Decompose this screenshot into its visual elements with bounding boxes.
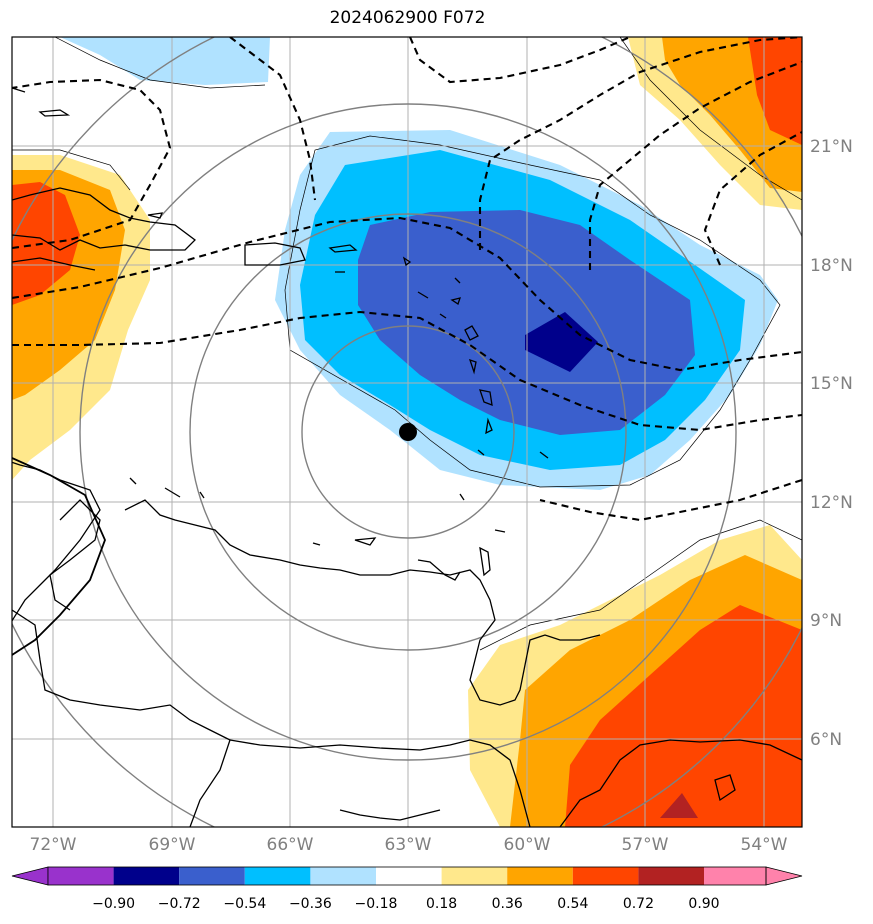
lat-label: 9°N: [810, 611, 842, 631]
dashed-contours: [12, 37, 802, 522]
contour-pos-054: [12, 182, 80, 305]
outline-contour: [619, 37, 802, 201]
colorbar-extend-low: [11, 866, 49, 886]
colorbar-swatch: [704, 867, 766, 885]
contour-neg-018: [60, 37, 270, 85]
colorbar-tick-label: −0.54: [223, 896, 266, 912]
colorbar-tick-label: −0.90: [92, 896, 135, 912]
lon-label: 69°W: [149, 835, 196, 855]
outline-contour: [479, 519, 802, 651]
outline-contour: [54, 37, 266, 89]
map-title: 2024062900 F072: [329, 8, 486, 28]
lon-label: 57°W: [622, 835, 669, 855]
lon-label: 60°W: [504, 835, 551, 855]
lat-label: 12°N: [810, 493, 853, 513]
lat-label: 18°N: [810, 256, 853, 276]
colorbar: −0.90 −0.72 −0.54 −0.36 −0.18 0.18 0.36 …: [11, 866, 803, 912]
country-border: [12, 457, 106, 656]
lon-label: 66°W: [267, 835, 314, 855]
map-frame: [11, 36, 803, 828]
contour-neg-072: [525, 312, 598, 372]
lon-label: 54°W: [741, 835, 788, 855]
lon-labels: 72°W 69°W 66°W 63°W 60°W 57°W 54°W: [30, 835, 788, 855]
colorbar-swatch: [507, 867, 573, 885]
coastlines: [12, 187, 802, 827]
colorbar-swatch: [376, 867, 442, 885]
colorbar-tick-label: 0.36: [492, 896, 523, 912]
lon-label: 72°W: [30, 835, 77, 855]
storm-center-marker: [399, 423, 417, 441]
colorbar-tick-label: 0.54: [557, 896, 588, 912]
lat-label: 15°N: [810, 374, 853, 394]
colorbar-tick-label: 0.72: [623, 896, 654, 912]
colorbar-swatch: [179, 867, 245, 885]
outline-contour: [284, 135, 781, 488]
colorbar-swatch: [113, 867, 180, 885]
colorbar-tick-label: −0.36: [289, 896, 332, 912]
contour-pos-054: [748, 37, 802, 145]
lat-label: 21°N: [810, 137, 853, 157]
colorbar-swatch: [572, 867, 639, 885]
outline-contour: [12, 149, 131, 191]
colorbar-frame: [47, 866, 767, 886]
map-panel: [12, 37, 802, 827]
colorbar-tick-label: −0.18: [355, 896, 398, 912]
colorbar-swatch: [638, 867, 704, 885]
islands: [12, 87, 549, 581]
colorbar-swatch: [310, 867, 376, 885]
colorbar-swatch: [48, 867, 114, 885]
colorbar-tick-label: 0.18: [426, 896, 457, 912]
contour-pos-054: [565, 605, 802, 827]
lat-label: 6°N: [810, 730, 842, 750]
colorbar-tick-label: −0.72: [158, 896, 201, 912]
lon-label: 63°W: [385, 835, 432, 855]
range-rings: [12, 37, 802, 827]
colorbar-swatch: [244, 867, 311, 885]
contour-pos-072: [660, 793, 698, 818]
lat-labels: 21°N 18°N 15°N 12°N 9°N 6°N: [810, 137, 853, 750]
colorbar-tick-label: 0.90: [688, 896, 719, 912]
colorbar-swatch: [441, 867, 508, 885]
colorbar-extend-high: [765, 866, 803, 886]
